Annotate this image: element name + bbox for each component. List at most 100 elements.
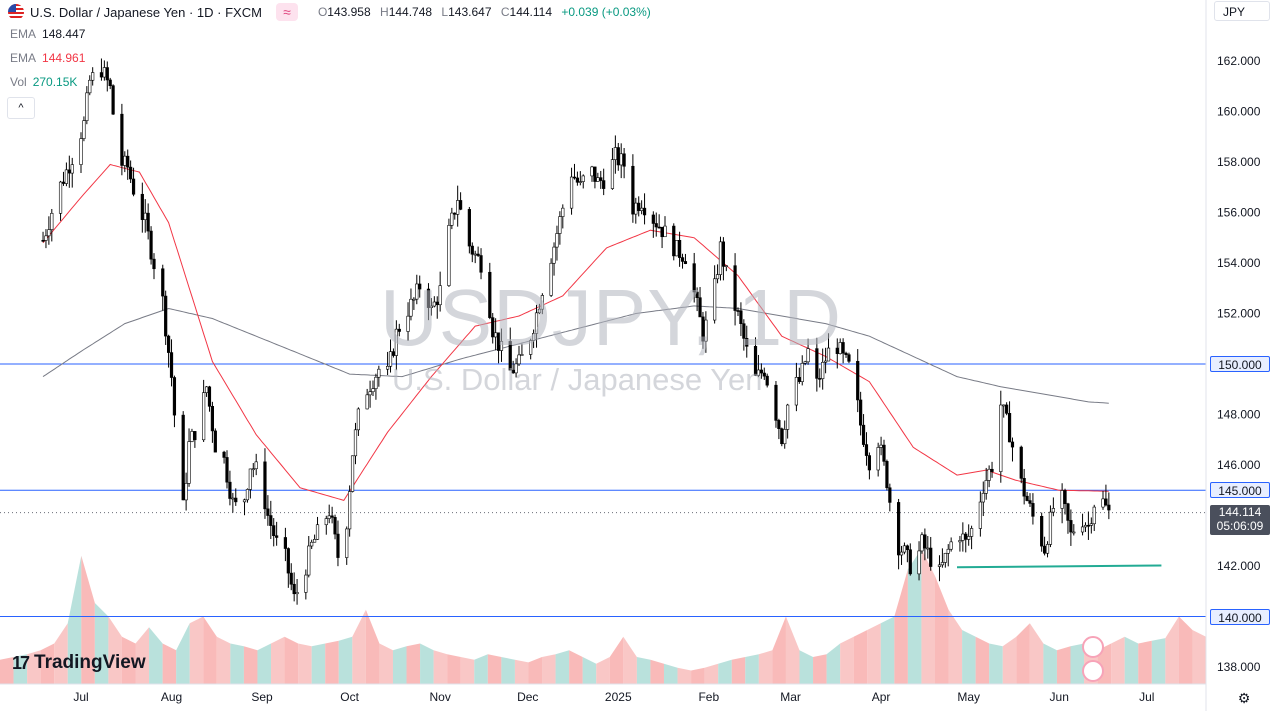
volume-bar — [853, 630, 868, 684]
candle-body — [415, 283, 419, 300]
tradingview-wordmark: TradingView — [34, 652, 146, 673]
symbol-title[interactable]: U.S. Dollar / Japanese Yen · 1D · FXCM — [30, 4, 262, 20]
candle-body — [701, 316, 705, 342]
x-tick-label: Aug — [161, 690, 182, 704]
candle-body — [438, 285, 442, 306]
settings-gear-icon[interactable]: ⚙ — [1237, 690, 1251, 706]
candle-body — [520, 354, 524, 356]
volume-bar — [1151, 638, 1166, 684]
candle-body — [435, 301, 439, 306]
candle-body — [289, 572, 293, 585]
candle-body — [765, 375, 769, 386]
candle-body — [108, 79, 112, 86]
candle-body — [777, 420, 781, 429]
volume-bar — [596, 657, 610, 684]
volume-bar — [1165, 616, 1179, 684]
tradingview-logo[interactable]: 17 TradingView — [12, 652, 146, 674]
volume-bar — [13, 654, 28, 684]
candle-body — [105, 67, 109, 81]
volume-bar — [569, 650, 583, 684]
volume-bar — [216, 636, 231, 684]
last-price: 144.114 — [1218, 504, 1262, 519]
us-event-icon[interactable] — [1082, 636, 1104, 658]
volume-bar — [962, 630, 976, 684]
x-tick-label: Mar — [780, 690, 801, 704]
indicator-name: EMA — [10, 51, 37, 65]
candle-body — [613, 147, 617, 160]
candle-body — [336, 533, 340, 558]
candle-body — [181, 414, 185, 501]
candle-body — [1069, 520, 1073, 533]
volume-bar — [623, 636, 637, 684]
indicator-ema-long[interactable]: EMA 148.447 — [10, 27, 85, 41]
candle-body — [1051, 508, 1055, 513]
candle-body — [675, 240, 679, 257]
candle-body — [826, 347, 831, 362]
volume-bar — [0, 657, 14, 684]
candle-body — [581, 175, 585, 182]
candle-body — [660, 226, 664, 238]
candle-body — [432, 301, 436, 307]
candle-body — [1060, 490, 1064, 509]
volume-bar — [311, 643, 326, 684]
candle-body — [102, 67, 106, 78]
candle-body — [479, 255, 483, 273]
candle-body — [456, 200, 460, 215]
collapse-legend-button[interactable]: ^ — [7, 97, 35, 119]
indicator-volume[interactable]: Vol 270.15K — [10, 75, 77, 89]
hline-price-tag-150[interactable]: 150.000 — [1210, 356, 1270, 372]
candle-body — [324, 518, 328, 526]
candle-body — [1043, 545, 1047, 554]
candle-body — [348, 491, 352, 530]
currency-button[interactable]: JPY — [1214, 1, 1270, 21]
volume-bar — [677, 667, 692, 684]
volume-bar — [365, 609, 380, 684]
volume-bar — [135, 627, 150, 684]
candle-body — [529, 340, 533, 355]
volume-bar — [1124, 636, 1139, 684]
x-tick-label: May — [957, 690, 980, 704]
candlesticks — [41, 58, 1111, 605]
candle-body — [549, 262, 553, 296]
candle-body — [964, 533, 968, 540]
candle-body — [867, 455, 871, 471]
candle-body — [663, 225, 667, 238]
candle-body — [1002, 404, 1006, 407]
candle-body — [248, 468, 252, 490]
indicator-value: 144.961 — [42, 51, 86, 65]
candle-body — [698, 297, 702, 318]
x-tick-label: Apr — [872, 690, 891, 704]
volume-bar — [420, 643, 434, 684]
candle-body — [990, 468, 994, 472]
hline-price-tag-145[interactable]: 145.000 — [1210, 482, 1270, 499]
volume-bar — [67, 555, 82, 684]
volume-bar — [1016, 623, 1030, 684]
candle-body — [161, 268, 165, 297]
jp-event-icon[interactable] — [1082, 660, 1104, 682]
bar-countdown: 05:06:09 — [1216, 518, 1264, 533]
candle-body — [333, 517, 337, 535]
candle-body — [1010, 441, 1015, 448]
candle-body — [657, 226, 661, 229]
volume-bar — [1111, 636, 1125, 684]
volume-bar — [460, 657, 475, 684]
candle-body — [745, 338, 749, 347]
candle-body — [742, 323, 746, 339]
candle-body — [1019, 446, 1023, 479]
volume-bar — [867, 623, 881, 684]
candle-body — [146, 212, 150, 232]
candle-body — [753, 346, 758, 376]
candle-body — [876, 447, 880, 471]
candle-body — [733, 265, 737, 311]
indicators-button[interactable]: ≈ — [275, 3, 298, 21]
candle-body — [304, 574, 308, 593]
candle-body — [254, 461, 258, 470]
candle-body — [409, 298, 413, 317]
usd-jpy-flag-icon — [8, 4, 24, 20]
hline-price-tag-140[interactable]: 140.000 — [1210, 608, 1270, 625]
candle-body — [496, 332, 501, 351]
indicator-ema-short[interactable]: EMA 144.961 — [10, 51, 85, 65]
candle-body — [222, 451, 226, 458]
candle-body — [1040, 516, 1044, 547]
